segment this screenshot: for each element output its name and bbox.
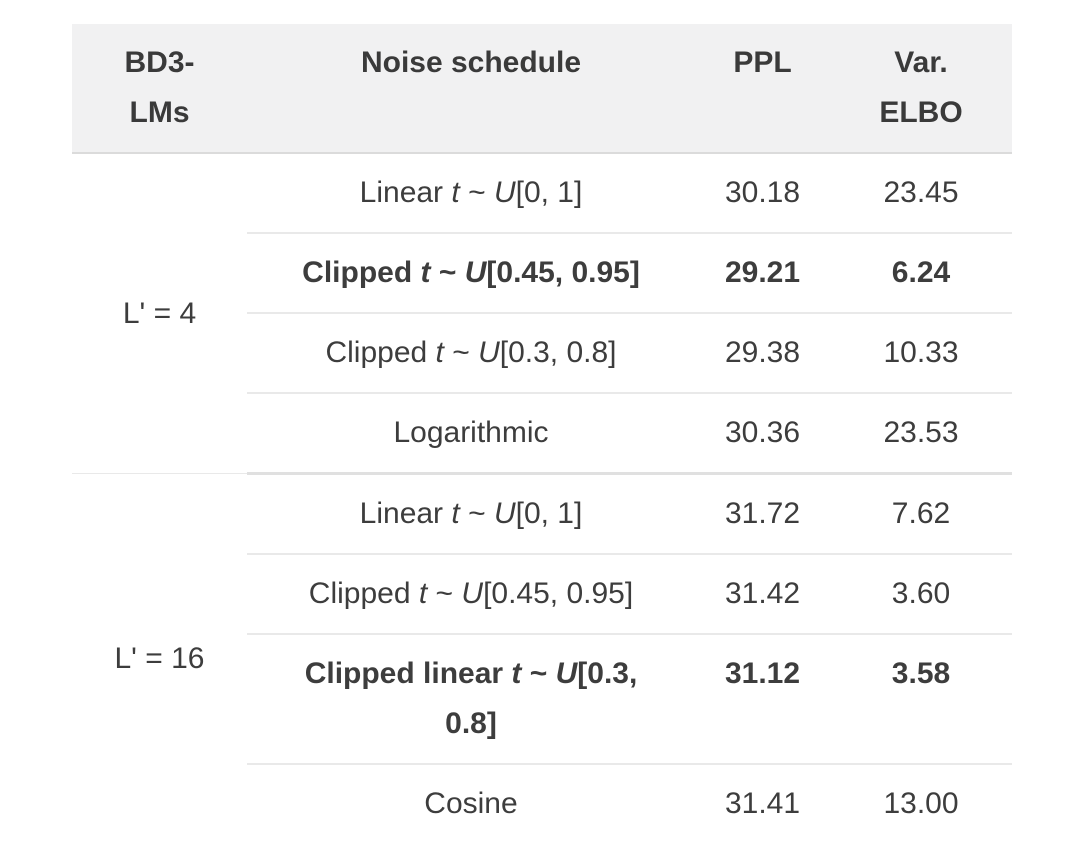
schedule-text-segment: ~ — [443, 336, 479, 369]
var-elbo-cell: 3.58 — [830, 634, 1012, 765]
table-row: Clipped linear t ~ U[0.3, 0.8] 31.12 3.58 — [72, 634, 1012, 765]
var-elbo-cell: 7.62 — [830, 473, 1012, 555]
schedule-text-segment: U — [461, 577, 484, 610]
var-elbo-cell: 23.45 — [830, 153, 1012, 234]
schedule-text-segment: t — [451, 497, 460, 530]
schedule-text-segment: Clipped — [302, 256, 421, 289]
table-row: Clipped t ~ U[0.45, 0.95] 31.42 3.60 — [72, 554, 1012, 635]
ppl-cell: 31.41 — [724, 787, 801, 820]
schedule-text-segment: ~ — [459, 176, 494, 209]
ppl-cell: 30.36 — [695, 393, 830, 475]
schedule-text-segment: [0.3, 0.8] — [499, 336, 617, 369]
table-row: Logarithmic 30.36 23.53 — [72, 393, 1012, 475]
schedule-text-segment: Clipped — [308, 577, 419, 610]
schedule-text-segment: t — [420, 256, 431, 289]
column-header-ppl: PPL — [695, 24, 830, 154]
schedule-cell: Clipped t ~ U[0.45, 0.95] — [247, 233, 695, 314]
schedule-text-segment: U — [493, 497, 516, 530]
schedule-text-segment: t — [451, 176, 460, 209]
schedule-text-segment: [0.45, 0.95] — [483, 577, 634, 610]
table-row: L' = 16 Linear t ~ U[0, 1] 31.72 7.62 — [72, 473, 1012, 843]
table-header: BD3- LMs Noise schedule PPL Var. ELBO — [72, 24, 1012, 154]
schedule-text-segment: Cosine — [424, 787, 518, 820]
header-row: BD3- LMs Noise schedule PPL Var. ELBO — [72, 24, 1012, 154]
schedule-text-segment: U — [555, 657, 578, 690]
group-label-cell: L' = 4 — [72, 153, 247, 474]
var-elbo-cell: 10.33 — [830, 313, 1012, 394]
schedule-text-segment: U — [493, 176, 516, 209]
schedule-text-segment: [0.3, 0.8] — [445, 657, 638, 740]
table-body: L' = 4 Linear t ~ U[0, 1] 30.18 23.45 Clippe… — [72, 153, 1012, 843]
ppl-cell: 31.72 — [695, 473, 830, 555]
schedule-text-segment: Linear — [359, 176, 452, 209]
schedule-text-segment: [0, 1] — [515, 176, 583, 209]
schedule-cell: Clipped t ~ U[0.3, 0.8] — [247, 313, 695, 394]
schedule-cell: Clipped t ~ U[0.45, 0.95] — [247, 554, 695, 635]
table-row: Clipped t ~ U[0.45, 0.95] 29.21 6.24 — [72, 233, 1012, 314]
schedule-cell: Linear t ~ U[0, 1] — [247, 153, 695, 234]
column-header-bd3-lms: BD3- LMs — [72, 24, 247, 154]
var-elbo-cell: 3.60 — [830, 554, 1012, 635]
ppl-cell: 31.12 — [695, 634, 830, 765]
schedule-text-segment: t — [435, 336, 444, 369]
schedule-text-segment: Logarithmic — [393, 416, 549, 449]
var-elbo-cell: 6.24 — [830, 233, 1012, 314]
ppl-cell: 29.21 — [695, 233, 830, 314]
schedule-text-segment: t — [511, 657, 522, 690]
schedule-text-segment: [0, 1] — [515, 497, 583, 530]
schedule-text-segment: t — [418, 577, 428, 610]
ppl-cell: 31.42 — [695, 554, 830, 635]
schedule-text-segment: ~ — [427, 577, 462, 610]
schedule-cell: Linear t ~ U[0, 1] — [247, 473, 695, 555]
ppl-cell: 30.18 — [695, 153, 830, 234]
schedule-text-segment: ~ — [521, 657, 556, 690]
table-row: Cosine 31.41 13.00 — [72, 764, 1012, 843]
group-label-cell: L' = 16 — [72, 473, 247, 843]
schedule-text-segment: U — [464, 256, 487, 289]
schedule-text-segment: ~ — [459, 497, 494, 530]
column-header-noise-schedule: Noise schedule — [247, 24, 695, 154]
table-row: Clipped t ~ U[0.3, 0.8] 29.38 10.33 — [72, 313, 1012, 394]
schedule-text-segment: Clipped linear — [304, 657, 512, 690]
schedule-text-segment: [0.45, 0.95] — [486, 256, 640, 289]
column-header-var-elbo: Var. ELBO — [830, 24, 1012, 154]
schedule-text-segment: U — [478, 336, 500, 369]
ppl-cell: 29.38 — [695, 313, 830, 394]
results-table: BD3- LMs Noise schedule PPL Var. ELBO L'… — [72, 24, 1012, 843]
schedule-text-segment: ~ — [430, 256, 465, 289]
schedule-cell: Logarithmic — [247, 393, 695, 475]
schedule-text-segment: Linear — [359, 497, 452, 530]
schedule-cell: Cosine — [247, 764, 695, 843]
schedule-text-segment: Clipped — [325, 336, 436, 369]
var-elbo-cell: 13.00 — [883, 787, 959, 820]
schedule-cell: Clipped linear t ~ U[0.3, 0.8] — [247, 634, 695, 765]
table-row: L' = 4 Linear t ~ U[0, 1] 30.18 23.45 — [72, 153, 1012, 474]
var-elbo-cell: 23.53 — [830, 393, 1012, 475]
